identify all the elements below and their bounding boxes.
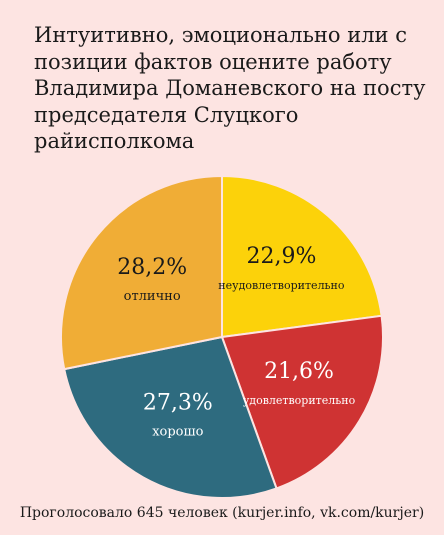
- slice-category-label: неудовлетворительно: [218, 279, 345, 292]
- slice-category-label: удовлетворительно: [243, 394, 356, 407]
- pie-slice-1: [221, 174, 383, 339]
- pie-slice-4: [60, 174, 223, 371]
- vote-count-footer: Проголосовало 645 человек (kurjer.info, …: [19, 505, 425, 521]
- slice-category-label: хорошо: [152, 425, 203, 440]
- slice-value-label: 28,2%: [117, 255, 187, 280]
- pie-labels: 22,9% неудовлетворительно 21,6% удовлетвори…: [117, 244, 355, 439]
- title-line: Интуитивно, эмоционально или с: [34, 23, 407, 47]
- slice-value-label: 21,6%: [264, 359, 334, 384]
- slice-category-label: отлично: [124, 289, 181, 304]
- pie-slice-2: [220, 314, 384, 490]
- title-line: Владимира Доманевского на посту: [34, 76, 426, 100]
- title-line: позиции фактов оцените работу: [34, 49, 392, 74]
- pie-slices: [60, 174, 384, 499]
- slice-value-label: 27,3%: [143, 391, 213, 416]
- chart-title: Интуитивно, эмоционально или с позиции ф…: [34, 22, 434, 155]
- title-line: райисполкома: [34, 129, 195, 153]
- title-line: председателя Слуцкого: [34, 102, 299, 127]
- slice-value-label: 22,9%: [246, 244, 316, 269]
- pie-slice-3: [63, 335, 278, 499]
